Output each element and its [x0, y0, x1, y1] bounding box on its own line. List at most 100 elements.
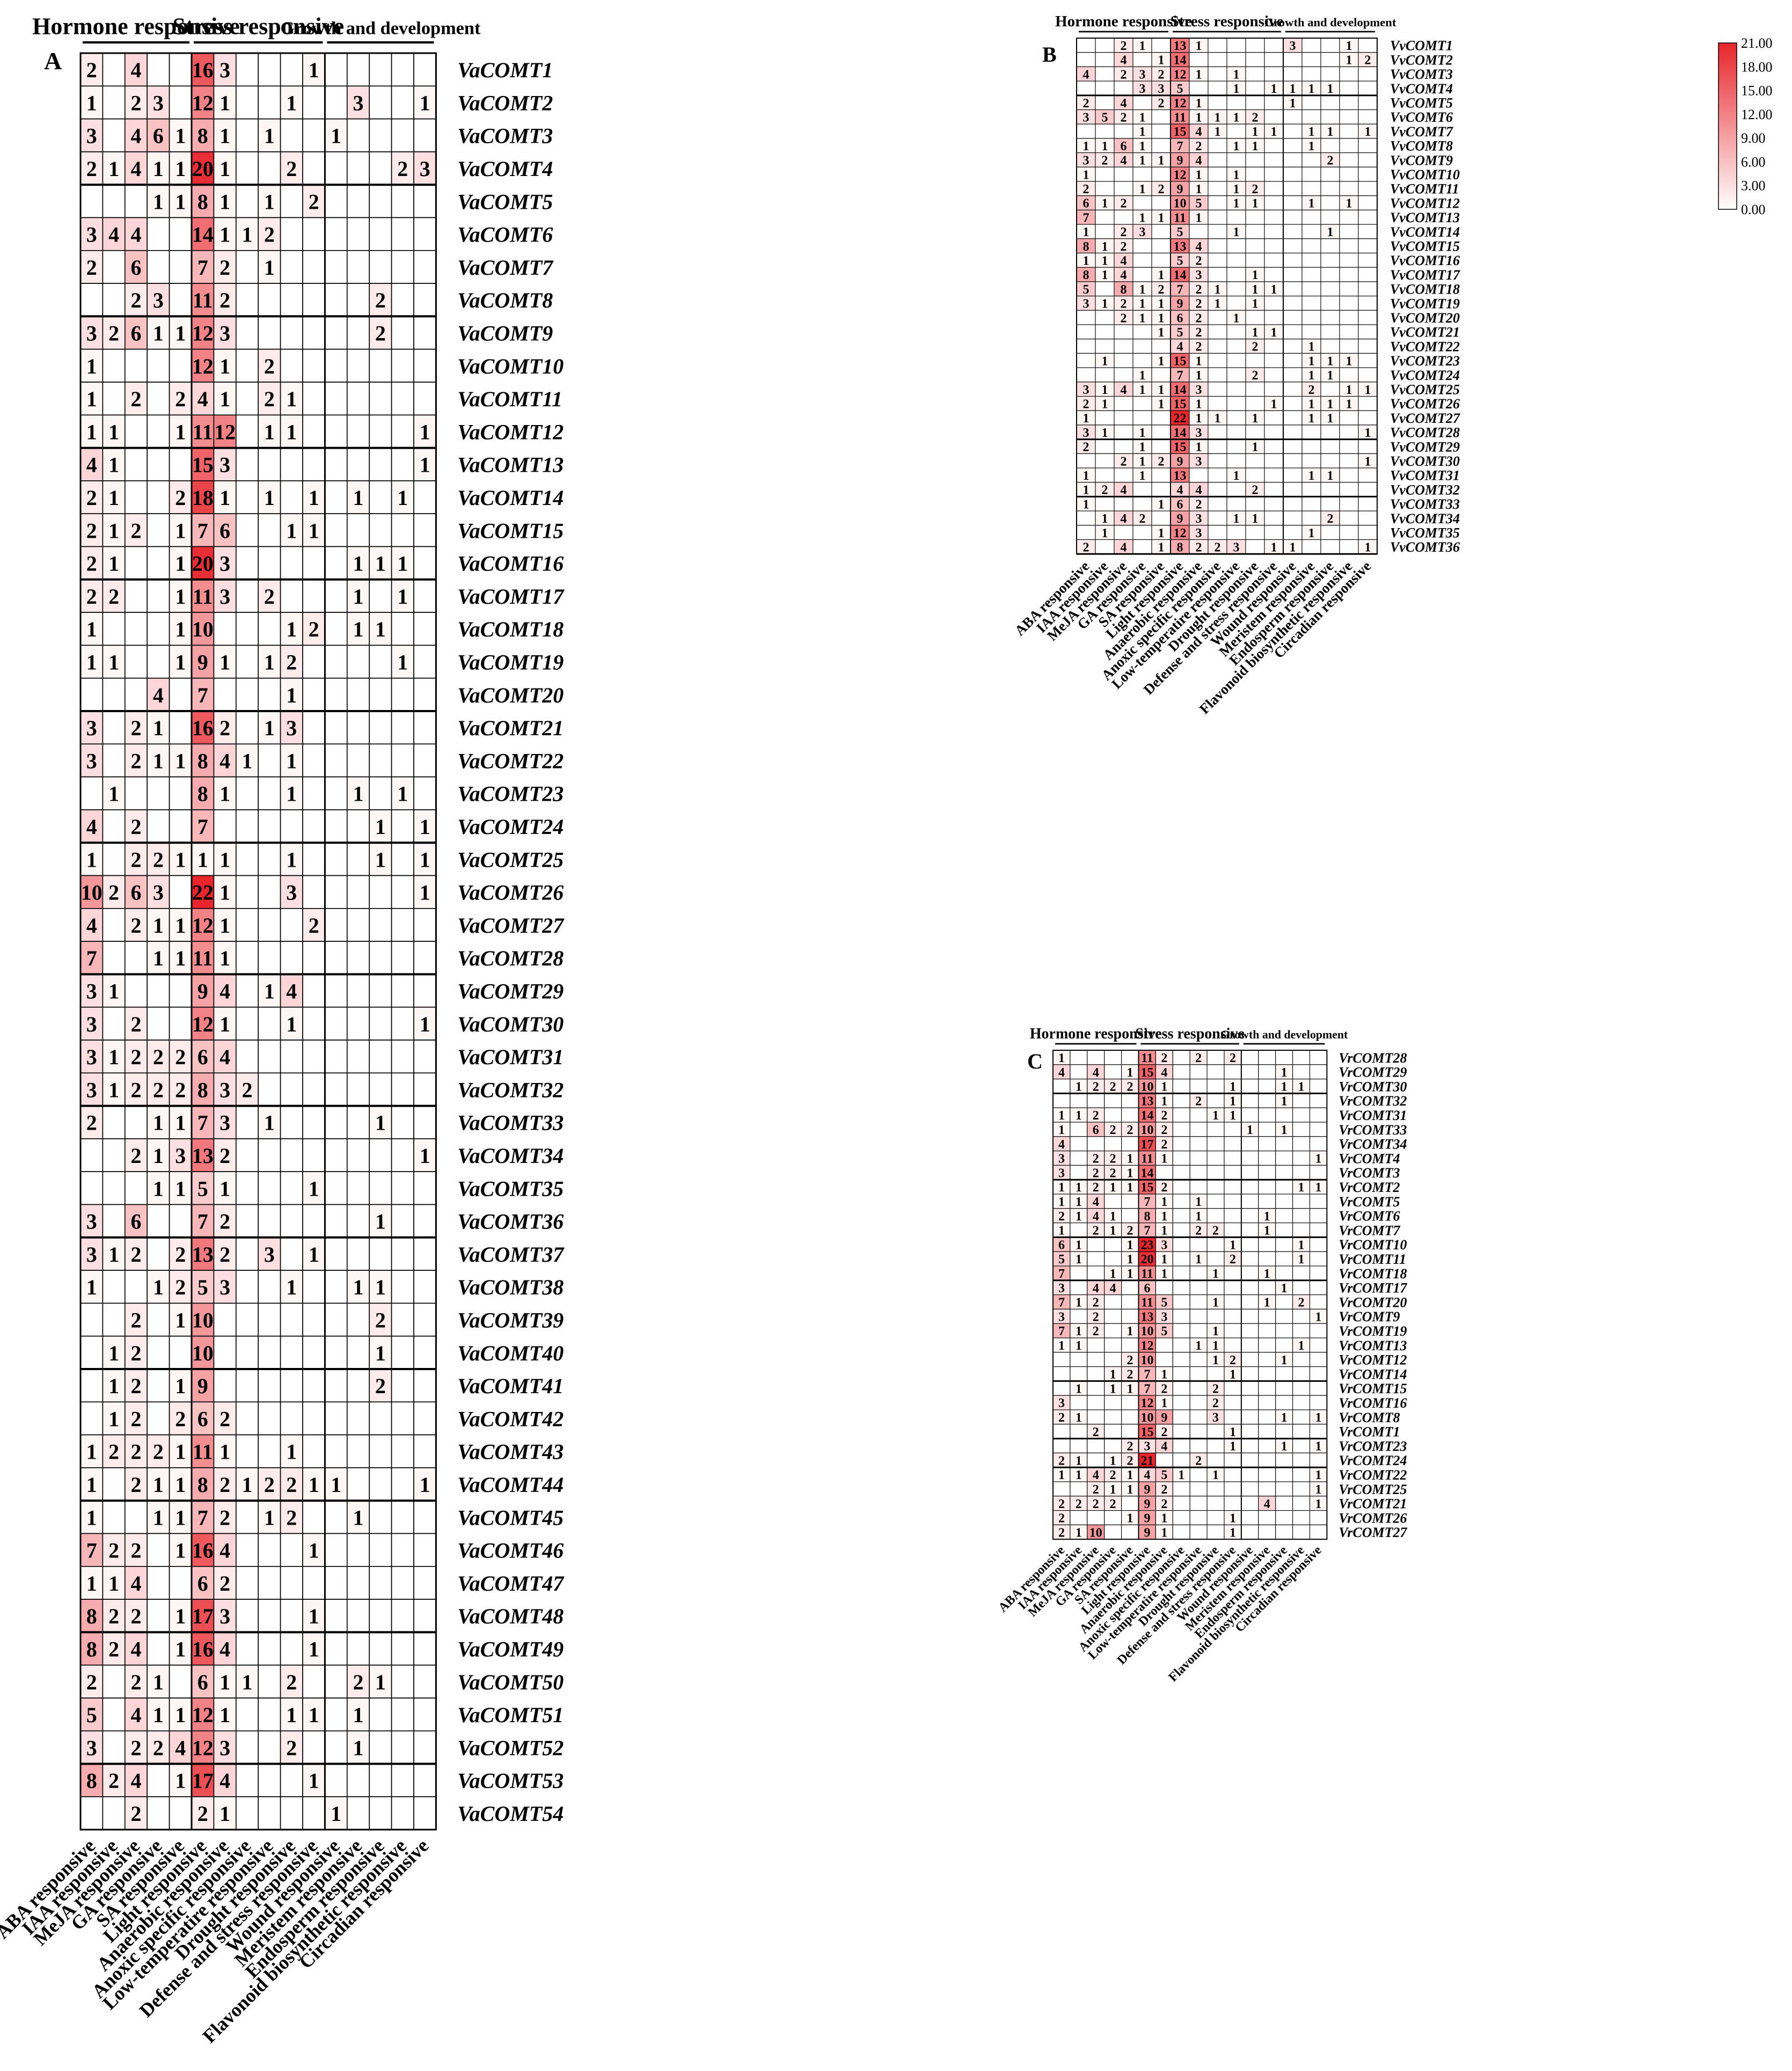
- panel-a-value-label: 9: [198, 1374, 208, 1398]
- panel-a-value-label: 20: [192, 157, 214, 181]
- panel-a-value-label: 1: [175, 1703, 186, 1727]
- panel-b-cell-vvcomt31-endosperm-responsive: [1320, 467, 1340, 483]
- panel-b-value-label: 1: [1290, 97, 1296, 111]
- panel-a-cell-vacomt48-endosperm-responsive: [369, 1599, 392, 1633]
- panel-b-cell-vvcomt35-flavonoid-biosynthetic-responsive: [1339, 525, 1359, 540]
- panel-c-cell-vrcomt26-anoxic-specific-responsive: [1172, 1510, 1190, 1525]
- panel-a-value-label: 2: [131, 1045, 142, 1069]
- panel-a-cell-vacomt11-drought-responsive: [280, 382, 303, 416]
- panel-c-cell-vrcomt11-wound-responsive: [1241, 1251, 1259, 1267]
- panel-a-cell-vacomt2-meristem-responsive: [346, 85, 370, 120]
- panel-b-cell-vvcomt25-wound-responsive: [1283, 382, 1303, 397]
- panel-b-cell-vvcomt21-anoxic-specific-responsive: [1208, 324, 1227, 340]
- panel-b-value-label: 1: [1139, 369, 1146, 383]
- panel-c-cell-vrcomt1-meristem-responsive: [1258, 1424, 1276, 1439]
- panel-c-value-label: 1: [1230, 1368, 1236, 1382]
- panel-b-cell-vvcomt10-flavonoid-biosynthetic-responsive: [1339, 166, 1359, 182]
- panel-a-cell-vacomt49-wound-responsive: [324, 1631, 348, 1666]
- panel-a-value-label: 12: [192, 913, 214, 938]
- panel-b-value-label: 1: [1346, 354, 1352, 368]
- panel-a-cell-vacomt1-meristem-responsive: [346, 53, 370, 87]
- panel-c-value-label: 2: [1093, 1425, 1099, 1439]
- panel-a-cell-vacomt24-sa-responsive: [169, 809, 192, 844]
- panel-b-cell-vvcomt21-meristem-responsive: [1301, 324, 1321, 340]
- panel-a-value-label: 1: [309, 1242, 319, 1267]
- panel-c-cell-vrcomt12-anoxic-specific-responsive: [1172, 1352, 1190, 1367]
- panel-b-cell-vvcomt13-anaerobic-responsive: [1189, 209, 1209, 225]
- panel-b-value-label: 6: [1177, 497, 1183, 511]
- panel-a-value-label: 1: [108, 552, 119, 576]
- panel-b-cell-vvcomt29-defense-and-stress-responsive: [1264, 439, 1284, 454]
- panel-c-value-label: 10: [1089, 1526, 1102, 1540]
- panel-a-cell-vacomt31-anoxic-specific-responsive: [235, 1040, 259, 1074]
- panel-c-cell-vrcomt30-wound-responsive: [1241, 1079, 1259, 1094]
- panel-c-value-label: 1: [1127, 1181, 1133, 1195]
- panel-a-cell-vacomt24-meja-responsive: [124, 809, 148, 844]
- panel-a-row-label-vacomt28: VaCOMT28: [457, 946, 564, 970]
- panel-a-cell-vacomt10-iaa-responsive: [102, 348, 126, 383]
- panel-b-cell-vvcomt23-iaa-responsive: [1095, 353, 1115, 368]
- panel-a-cell-vacomt37-endosperm-responsive: [369, 1236, 392, 1271]
- panel-c-cell-vrcomt25-low-temperatire-responsive: [1189, 1481, 1208, 1497]
- panel-b-cell-vvcomt26-sa-responsive: [1151, 396, 1171, 411]
- panel-a-row-label-vacomt37: VaCOMT37: [457, 1242, 565, 1267]
- panel-a-value-label: 2: [309, 913, 319, 938]
- panel-b-group-label-growth-and-development: Growth and development: [1264, 16, 1396, 29]
- panel-b-cell-vvcomt28-anoxic-specific-responsive: [1208, 425, 1227, 440]
- panel-a-value-label: 1: [375, 1210, 386, 1234]
- panel-c-value-label: 1: [1315, 1152, 1321, 1166]
- panel-c-cell-vrcomt9-meristem-responsive: [1258, 1308, 1276, 1324]
- panel-c-cell-vrcomt20-sa-responsive: [1121, 1294, 1139, 1309]
- panel-c-value-label: 1: [1195, 1210, 1202, 1224]
- panel-a-value-label: 2: [153, 1045, 164, 1069]
- panel-b-cell-vvcomt13-sa-responsive: [1151, 209, 1171, 225]
- panel-c-cell-vrcomt21-drought-responsive: [1206, 1496, 1225, 1511]
- panel-a-value-label: 1: [153, 1144, 164, 1168]
- panel-c-value-label: 9: [1144, 1497, 1150, 1511]
- panel-a-value-label: 1: [86, 420, 97, 444]
- panel-b-cell-vvcomt3-meja-responsive: [1114, 66, 1133, 82]
- panel-b-cell-vvcomt6-endosperm-responsive: [1320, 109, 1340, 125]
- panel-a-value-label: 3: [86, 1736, 97, 1760]
- panel-b-cell-vvcomt15-circadian-responsive: [1358, 238, 1378, 254]
- panel-a-cell-vacomt29-meja-responsive: [124, 974, 148, 1008]
- panel-a-cell-vacomt34-sa-responsive: [169, 1138, 192, 1173]
- panel-b-value-label: 1: [1139, 311, 1146, 325]
- panel-b-cell-vvcomt26-low-temperatire-responsive: [1226, 396, 1246, 411]
- panel-a-cell-vacomt20-anaerobic-responsive: [213, 677, 237, 712]
- panel-a-cell-vacomt27-aba-responsive: [80, 908, 104, 942]
- panel-b-value-label: 8: [1121, 283, 1127, 297]
- panel-c-cell-vrcomt22-low-temperatire-responsive: [1189, 1467, 1208, 1482]
- panel-b-value-label: 2: [1083, 397, 1089, 411]
- panel-c-cell-vrcomt27-low-temperatire-responsive: [1189, 1524, 1208, 1540]
- panel-a-cell-vacomt37-circadian-responsive: [413, 1236, 437, 1271]
- panel-b-cell-vvcomt32-flavonoid-biosynthetic-responsive: [1339, 482, 1359, 497]
- panel-c-row-label-vrcomt10: VrCOMT10: [1338, 1237, 1407, 1253]
- panel-a-cell-vacomt33-ga-responsive: [147, 1105, 170, 1139]
- panel-c-row-label-vrcomt27: VrCOMT27: [1338, 1525, 1407, 1540]
- panel-a-cell-vacomt49-low-temperatire-responsive: [258, 1631, 281, 1666]
- panel-b-row-label-vvcomt21: VvCOMT21: [1390, 325, 1460, 340]
- panel-a-value-label: 4: [131, 58, 142, 82]
- panel-c-value-label: 1: [1212, 1468, 1219, 1482]
- panel-a-cell-vacomt2-sa-responsive: [169, 85, 192, 120]
- panel-c-cell-vrcomt13-anoxic-specific-responsive: [1172, 1337, 1190, 1353]
- panel-b-cell-vvcomt19-endosperm-responsive: [1320, 296, 1340, 311]
- panel-a-value-label: 1: [420, 1012, 430, 1036]
- panel-a-cell-vacomt47-wound-responsive: [324, 1565, 348, 1600]
- panel-b-cell-vvcomt20-anoxic-specific-responsive: [1208, 310, 1227, 325]
- panel-a-group-label-stress-responsive: Stress responsive: [172, 13, 344, 40]
- panel-c-value-label: 2: [1110, 1080, 1116, 1094]
- panel-a-cell-vacomt21-endosperm-responsive: [369, 711, 392, 745]
- panel-b-value-label: 4: [1121, 54, 1127, 68]
- panel-b-cell-vvcomt27-meristem-responsive: [1301, 410, 1321, 426]
- panel-b-cell-vvcomt26-meja-responsive: [1114, 396, 1133, 411]
- panel-b-cell-vvcomt7-low-temperatire-responsive: [1226, 123, 1246, 139]
- panel-c-cell-vrcomt34-anoxic-specific-responsive: [1172, 1136, 1190, 1152]
- panel-b-cell-vvcomt25-iaa-responsive: [1095, 382, 1115, 397]
- panel-b-value-label: 4: [1083, 68, 1089, 82]
- panel-b-cell-vvcomt34-iaa-responsive: [1095, 510, 1115, 526]
- panel-c-cell-vrcomt8-low-temperatire-responsive: [1189, 1409, 1208, 1425]
- panel-a-cell-vacomt8-anoxic-specific-responsive: [235, 283, 259, 317]
- panel-a-cell-vacomt35-iaa-responsive: [102, 1171, 126, 1205]
